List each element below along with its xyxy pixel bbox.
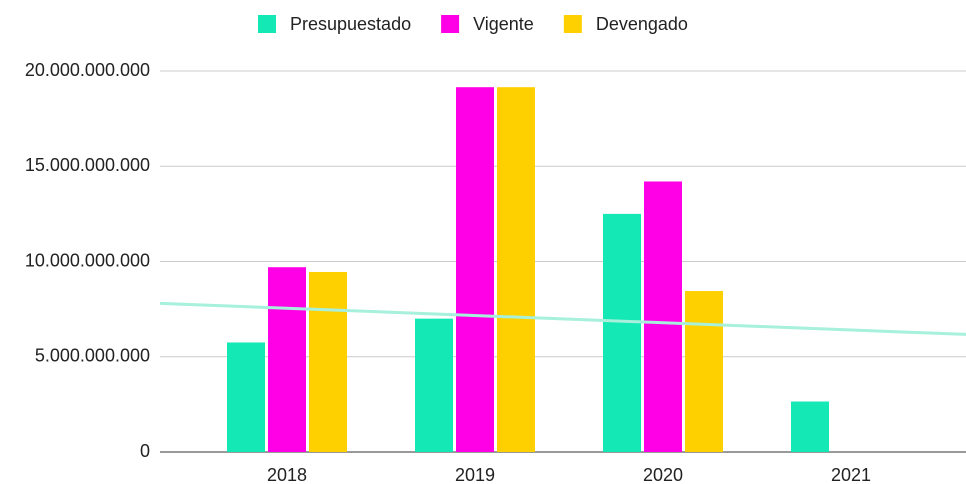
bar [685,291,723,452]
y-tick-label: 20.000.000.000 [25,60,150,80]
x-tick-label: 2021 [831,465,871,484]
y-tick-label: 5.000.000.000 [35,346,150,366]
trendline [159,301,966,336]
legend-label: Vigente [473,14,534,34]
bar [603,213,641,452]
bar [644,181,682,453]
y-tick-label: 15.000.000.000 [25,155,150,175]
legend-label: Devengado [596,14,688,34]
x-tick-label: 2019 [455,465,495,484]
bar [497,87,535,452]
x-tick-label: 2020 [643,465,683,484]
bar [227,342,265,452]
y-tick-label: 10.000.000.000 [25,250,150,270]
legend-swatch [441,15,460,33]
bar [268,267,306,452]
bar [309,271,347,452]
y-tick-label: 0 [140,441,150,461]
legend-label: Presupuestado [290,14,411,34]
legend-swatch [563,15,582,33]
legend-swatch [258,15,276,33]
bar [415,318,453,452]
x-tick-label: 2018 [267,465,307,484]
bar [456,87,494,452]
bar [791,401,829,452]
